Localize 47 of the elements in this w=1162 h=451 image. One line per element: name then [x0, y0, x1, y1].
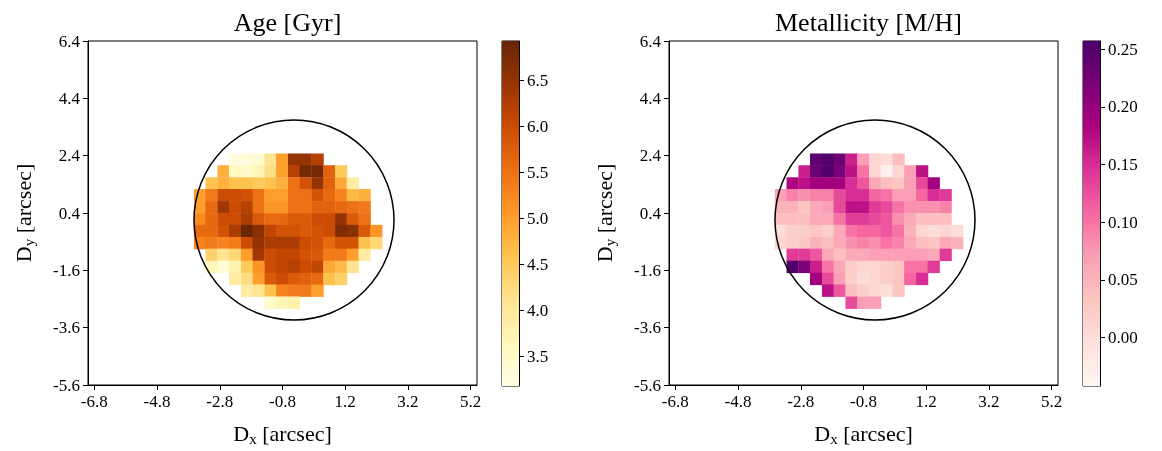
y-tick-label: -1.6: [634, 260, 661, 280]
color-bar-label: 4.0: [527, 301, 549, 321]
y-tick-label: 6.4: [58, 31, 81, 51]
y-tick-label: -5.6: [634, 375, 661, 395]
x-tick-label: -0.8: [269, 392, 296, 411]
x-axis-title: Dx [arcsec]: [814, 421, 913, 447]
y-tick-label: 6.4: [639, 31, 662, 51]
color-bar-label: 4.5: [527, 255, 549, 275]
color-bar-label: 0.20: [1108, 97, 1138, 117]
chart-title: Metallicity [M/H]: [774, 7, 963, 37]
y-axis-title: Dy [arcsec]: [11, 163, 37, 263]
x-tick-label: 1.2: [915, 392, 937, 411]
color-bar-label: 0.15: [1108, 154, 1138, 174]
x-tick-label: -6.8: [661, 392, 689, 411]
color-bar-label: 3.5: [527, 347, 549, 367]
color-bar-label: 0.25: [1108, 39, 1138, 59]
y-tick-label: 0.4: [639, 203, 662, 223]
y-tick-label: 4.4: [58, 88, 81, 108]
color-bar-label: 6.5: [527, 71, 549, 91]
y-tick-label: -3.6: [53, 318, 80, 338]
y-axis-title: Dy [arcsec]: [592, 163, 618, 263]
x-tick-label: 3.2: [397, 392, 419, 411]
color-bar-label: 5.5: [527, 163, 549, 183]
x-axis-title: Dx [arcsec]: [233, 421, 332, 447]
x-tick-label: -2.8: [206, 392, 234, 411]
color-bar-label: 0.05: [1108, 270, 1138, 290]
x-tick-label: -4.8: [143, 392, 171, 411]
y-tick-label: 2.4: [639, 146, 662, 166]
x-tick-label: -0.8: [850, 392, 877, 411]
color-bar-label: 0.00: [1108, 328, 1138, 348]
x-tick-label: -2.8: [787, 392, 815, 411]
color-bar-label: 6.0: [527, 117, 549, 137]
y-tick-label: -3.6: [634, 318, 661, 338]
y-tick-label: 2.4: [58, 146, 81, 166]
y-tick-label: -5.6: [53, 375, 80, 395]
y-tick-label: 4.4: [639, 88, 662, 108]
x-tick-label: -4.8: [724, 392, 752, 411]
y-tick-label: 0.4: [58, 203, 81, 223]
chart-title: Age [Gyr]: [233, 7, 342, 37]
color-bar-label: 0.10: [1108, 212, 1138, 232]
x-tick-label: 5.2: [460, 392, 482, 411]
x-tick-label: 3.2: [978, 392, 1000, 411]
y-tick-label: -1.6: [53, 260, 80, 280]
x-tick-label: -6.8: [80, 392, 108, 411]
color-bar-label: 5.0: [527, 209, 549, 229]
x-tick-label: 5.2: [1041, 392, 1063, 411]
x-tick-label: 1.2: [334, 392, 356, 411]
